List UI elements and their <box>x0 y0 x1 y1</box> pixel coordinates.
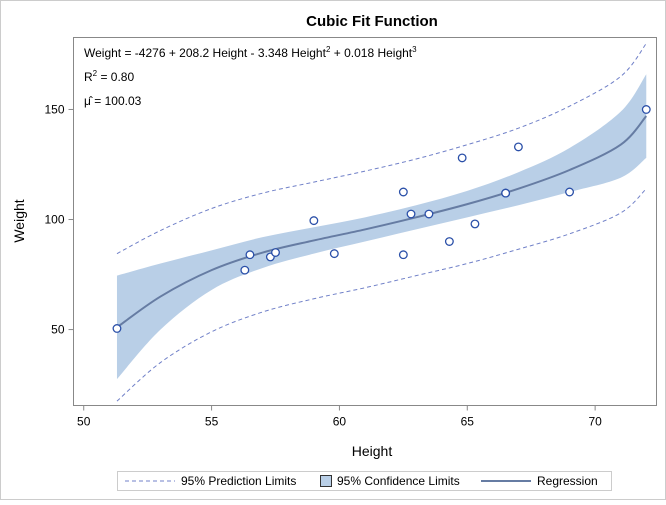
axes: 50 55 60 65 70 50 100 150 <box>44 102 602 428</box>
legend-regression-label: Regression <box>537 474 598 488</box>
data-point <box>457 153 467 163</box>
y-tick-label: 50 <box>51 323 65 337</box>
data-point <box>565 187 575 197</box>
y-tick-label: 100 <box>44 213 64 227</box>
data-point <box>398 250 408 260</box>
data-point <box>501 188 511 198</box>
data-point <box>406 209 416 219</box>
data-point <box>112 324 122 333</box>
data-point <box>641 105 651 114</box>
data-point <box>329 249 339 259</box>
equation-annotation: Weight = -4276 + 208.2 Height - 3.348 He… <box>84 45 417 60</box>
confidence-band <box>116 74 647 380</box>
data-point <box>240 265 250 275</box>
x-tick-label: 70 <box>588 415 602 429</box>
legend-prediction-label: 95% Prediction Limits <box>181 474 296 488</box>
y-axis-label: Weight <box>11 199 27 242</box>
lower-prediction-limit <box>116 188 647 402</box>
x-tick-label: 60 <box>333 415 347 429</box>
legend-confidence-swatch <box>320 475 332 487</box>
x-tick-label: 65 <box>461 415 475 429</box>
data-point <box>271 248 280 257</box>
data-point <box>245 250 255 260</box>
data-point <box>444 237 454 246</box>
legend-frame <box>117 471 612 491</box>
legend-confidence-label: 95% Confidence Limits <box>337 474 460 488</box>
r-squared-annotation: R2 = 0.80 <box>84 69 134 84</box>
data-point <box>398 187 408 197</box>
data-point <box>424 209 434 219</box>
x-tick-label: 55 <box>205 415 219 429</box>
data-point <box>470 219 480 229</box>
y-tick-label: 150 <box>44 102 64 116</box>
legend: 95% Prediction Limits 95% Confidence Lim… <box>117 471 612 491</box>
chart-title: Cubic Fit Function <box>306 13 438 30</box>
data-point <box>309 216 319 226</box>
x-tick-label: 50 <box>77 415 91 429</box>
regression-line <box>116 115 648 329</box>
upper-prediction-limit <box>116 43 647 255</box>
x-axis-label: Height <box>352 443 393 459</box>
plot-area <box>112 43 651 402</box>
mean-annotation: μ̂ = 100.03 <box>84 94 142 108</box>
data-point <box>513 142 523 152</box>
plot-frame <box>73 37 657 406</box>
